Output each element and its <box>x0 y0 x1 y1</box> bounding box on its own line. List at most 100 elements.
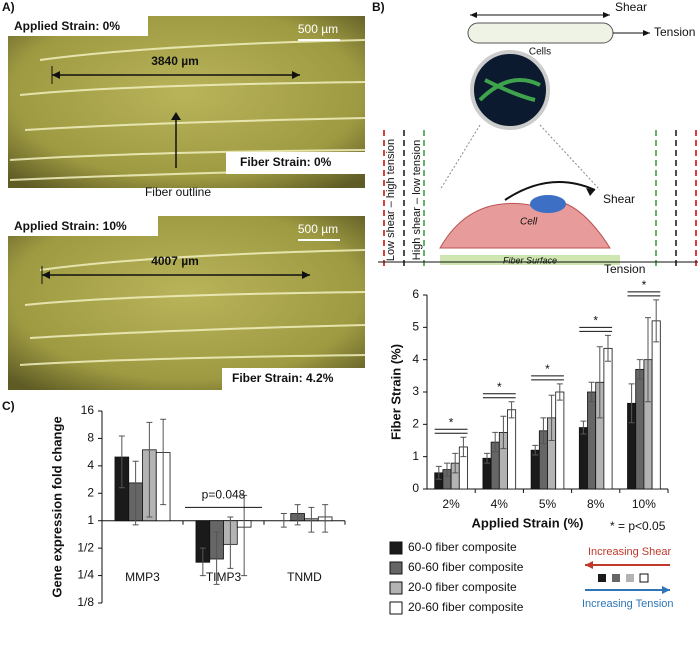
length-label: 3840 µm <box>151 54 199 68</box>
label: Cell <box>520 217 538 228</box>
error-bar <box>580 420 587 435</box>
error-bar <box>444 462 451 477</box>
x-tick-label: 8% <box>587 497 605 511</box>
y-tick-label: 3 <box>412 384 419 398</box>
error-bar <box>484 452 491 464</box>
error-bar <box>500 415 507 450</box>
scale-label: 500 µm <box>298 222 338 236</box>
x-axis-label: Applied Strain (%) <box>472 515 584 530</box>
label: High shear – low tension <box>411 140 423 260</box>
annotation: Fiber outline <box>145 185 211 199</box>
x-tick-label: 4% <box>491 497 509 511</box>
label: Fiber Strain: 0% <box>240 155 332 169</box>
error-bar <box>604 334 611 362</box>
legend-swatch <box>389 541 403 555</box>
error-bar <box>308 506 315 533</box>
note: * = p<0.05 <box>610 519 666 533</box>
error-bar <box>452 452 459 474</box>
y-tick-label: 16 <box>81 403 95 417</box>
bar <box>530 449 540 490</box>
significance-bracket <box>434 428 468 434</box>
label: Fiber Strain: 4.2% <box>232 371 334 385</box>
y-tick-label: 1 <box>412 449 419 463</box>
bar <box>507 409 517 490</box>
y-tick-label: 1 <box>87 513 94 527</box>
significance-bracket <box>579 326 613 332</box>
error-bar <box>540 417 547 445</box>
significance-label: * <box>593 314 598 328</box>
panel-label: A) <box>2 0 15 14</box>
significance-label: * <box>497 380 502 394</box>
error-bar <box>636 359 643 380</box>
y-tick-label: 0 <box>412 481 419 495</box>
label: Applied Strain: 0% <box>14 19 120 33</box>
bar <box>555 391 565 490</box>
error-bar <box>435 465 442 480</box>
bar <box>578 427 588 490</box>
legend-swatch <box>389 601 403 615</box>
error-bar <box>532 444 539 456</box>
y-tick-label: 2 <box>412 417 419 431</box>
bar <box>603 347 613 490</box>
scale-label: 500 µm <box>298 22 338 36</box>
label: Applied Strain: 10% <box>14 219 127 233</box>
label: Tension <box>654 25 695 39</box>
bar <box>651 320 661 490</box>
error-bar <box>227 516 234 569</box>
error-bar <box>653 299 660 343</box>
error-bar <box>322 504 329 533</box>
x-tick-label: 2% <box>442 497 460 511</box>
y-axis-label: Fiber Strain (%) <box>388 344 403 440</box>
label: Increasing Shear <box>588 546 671 558</box>
y-tick-label: 5 <box>412 320 419 334</box>
y-tick-label: 1/4 <box>77 568 94 582</box>
significance-label: * <box>642 278 647 292</box>
y-tick-label: 1/8 <box>77 595 94 609</box>
legend-swatch <box>389 581 403 595</box>
legend-label: 60-60 fiber composite <box>408 560 524 574</box>
label: Shear <box>603 192 635 206</box>
y-axis-label: Gene expression fold change <box>49 416 64 597</box>
error-bar <box>132 460 139 526</box>
legend-label: 60-0 fiber composite <box>408 540 517 554</box>
x-tick-label: TIMP3 <box>206 570 242 584</box>
label: Low shear – high tension <box>385 139 397 261</box>
error-bar <box>160 418 167 506</box>
error-bar <box>548 394 555 441</box>
length-label: 4007 µm <box>151 254 199 268</box>
error-bar <box>508 401 515 419</box>
error-bar <box>644 317 651 403</box>
legend-label: 20-60 fiber composite <box>408 600 524 614</box>
x-tick-label: MMP3 <box>125 570 160 584</box>
error-bar <box>241 494 248 577</box>
micrograph: Applied Strain: 10% 500 µm 4007 µm Fiber… <box>8 216 366 390</box>
label: Shear <box>615 0 647 14</box>
significance-bracket <box>531 375 564 381</box>
error-bar <box>213 531 220 585</box>
error-bar <box>460 436 467 458</box>
error-bar <box>588 381 595 403</box>
x-tick-label: 10% <box>632 497 656 511</box>
bar <box>587 391 597 490</box>
error-bar <box>492 431 499 453</box>
significance-label: * <box>449 415 454 429</box>
label: Increasing Tension <box>582 598 674 610</box>
label: Cells <box>529 47 551 58</box>
error-bar <box>556 383 563 401</box>
error-bar <box>294 504 301 526</box>
error-bar <box>118 435 125 489</box>
panel-label: C) <box>2 399 15 413</box>
bar <box>635 368 645 490</box>
y-tick-label: 6 <box>412 287 419 301</box>
annotation: p=0.048 <box>202 488 246 502</box>
micrograph: Applied Strain: 0% 500 µm 3840 µm Fiber … <box>8 16 366 188</box>
x-tick-label: TNMD <box>287 570 322 584</box>
y-tick-label: 1/2 <box>77 540 94 554</box>
y-tick-label: 2 <box>87 485 94 499</box>
x-tick-label: 5% <box>539 497 557 511</box>
error-bar <box>628 383 635 424</box>
y-tick-label: 4 <box>412 352 419 366</box>
label: Fiber Surface <box>503 255 557 265</box>
significance-label: * <box>545 362 550 376</box>
